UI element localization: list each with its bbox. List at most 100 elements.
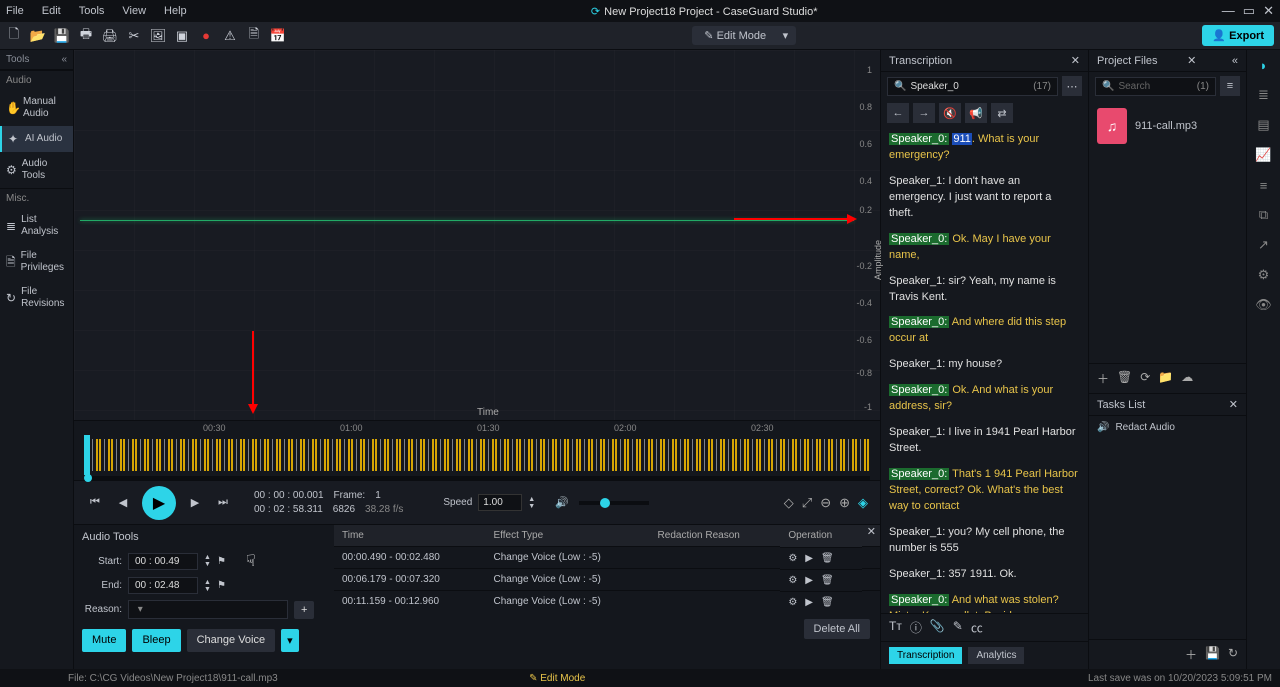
row-play-icon[interactable]: ▶ <box>805 597 813 608</box>
transcript-line[interactable]: Speaker_0: 911. What is your emergency? <box>889 132 1078 164</box>
open-icon[interactable]: 📂 <box>30 28 46 44</box>
play-button[interactable]: ▶ <box>142 486 176 520</box>
expand-icon[interactable]: ⤢ <box>802 495 812 511</box>
tab-analytics[interactable]: Analytics <box>968 647 1024 664</box>
timeline[interactable]: 00:3001:0001:3002:0002:30 <box>74 420 880 480</box>
add-reason-button[interactable]: + <box>294 601 314 619</box>
table-row[interactable]: 00:06.179 - 00:07.320Change Voice (Low :… <box>334 569 880 591</box>
minimize-button[interactable]: — <box>1222 3 1235 19</box>
close-tasks-icon[interactable]: ✕ <box>1229 398 1238 411</box>
tool-text-icon[interactable]: Tᴛ <box>889 619 902 636</box>
mute-match-icon[interactable]: 🔇 <box>939 103 961 123</box>
rail-copy-icon[interactable]: ⧉ <box>1255 206 1273 224</box>
warning-icon[interactable]: ⚠ <box>222 28 238 44</box>
row-delete-icon[interactable]: 🗑 <box>821 597 834 608</box>
transcript-line[interactable]: Speaker_0: And where did this step occur… <box>889 315 1078 347</box>
rail-view-icon[interactable]: 👁 <box>1255 296 1273 314</box>
search-more-icon[interactable]: ⋯ <box>1062 76 1082 96</box>
shuffle-icon[interactable]: ⇄ <box>991 103 1013 123</box>
start-flag-icon[interactable]: ⚑ <box>217 556 226 567</box>
save-icon[interactable]: 💾 <box>54 28 70 44</box>
transcript-line[interactable]: Speaker_1: sir? Yeah, my name is Travis … <box>889 274 1078 306</box>
loop-icon[interactable]: ◇ <box>784 495 794 511</box>
table-row[interactable]: 00:11.159 - 00:12.960Change Voice (Low :… <box>334 591 880 613</box>
zoom-in-icon[interactable]: ⊕ <box>839 495 850 511</box>
transcript-line[interactable]: Speaker_0: That's 1 941 Pearl Harbor Str… <box>889 467 1078 515</box>
prev-match-icon[interactable]: ← <box>887 103 909 123</box>
skip-start-icon[interactable]: ⏮ <box>86 494 104 512</box>
menu-tools[interactable]: Tools <box>79 5 105 17</box>
mute-button[interactable]: Mute <box>82 629 126 652</box>
rail-audio-icon[interactable]: ◗ <box>1255 56 1273 74</box>
row-settings-icon[interactable]: ⚙ <box>788 597 797 608</box>
collapse-files-icon[interactable]: « <box>1232 55 1238 67</box>
start-spinner[interactable]: ▲▼ <box>204 554 211 568</box>
document-icon[interactable]: 🗎 <box>246 28 262 44</box>
close-files-icon[interactable]: ✕ <box>1187 54 1196 67</box>
rail-item[interactable]: ⚙Audio Tools <box>0 152 73 188</box>
calendar-icon[interactable]: 📅 <box>270 28 286 44</box>
file-item[interactable]: ♫ 911-call.mp3 <box>1089 100 1246 152</box>
transcript-line[interactable]: Speaker_1: I don't have an emergency. I … <box>889 174 1078 222</box>
volume-icon[interactable]: 🔊 <box>555 496 569 509</box>
reason-select[interactable]: ▾ <box>128 600 288 619</box>
bleep-button[interactable]: Bleep <box>132 629 180 652</box>
files-filter-icon[interactable]: ≡ <box>1220 76 1240 96</box>
transcript-line[interactable]: Speaker_1: my house? <box>889 357 1078 373</box>
transcription-search[interactable]: 🔍 Speaker_0(17) <box>887 77 1058 96</box>
fit-icon[interactable]: ◈ <box>858 495 868 511</box>
playhead[interactable] <box>84 435 90 475</box>
rail-export-icon[interactable]: ↗ <box>1255 236 1273 254</box>
tool-edit-icon[interactable]: ✎ <box>953 619 963 636</box>
transcript-line[interactable]: Speaker_0: Ok. May I have your name, <box>889 232 1078 264</box>
scrubber[interactable] <box>84 476 870 480</box>
change-voice-dropdown[interactable]: ▾ <box>281 629 299 652</box>
prev-frame-icon[interactable]: ◀ <box>114 494 132 512</box>
cloud-icon[interactable]: ☁ <box>1181 370 1193 387</box>
rail-chart-icon[interactable]: 📈 <box>1255 146 1273 164</box>
rail-item[interactable]: ✦AI Audio <box>0 126 73 152</box>
task-run-icon[interactable]: ↻ <box>1228 646 1238 663</box>
row-play-icon[interactable]: ▶ <box>805 575 813 586</box>
menu-view[interactable]: View <box>122 5 146 17</box>
tool-cc-icon[interactable]: ㏄ <box>971 619 983 636</box>
transcript-line[interactable]: Speaker_0: Ok. And what is your address,… <box>889 383 1078 415</box>
end-flag-icon[interactable]: ⚑ <box>217 580 226 591</box>
row-settings-icon[interactable]: ⚙ <box>788 575 797 586</box>
tool-attach-icon[interactable]: 📎 <box>930 619 945 636</box>
folder-icon[interactable]: 📁 <box>1158 370 1173 387</box>
menu-edit[interactable]: Edit <box>42 5 61 17</box>
rail-item[interactable]: ✋Manual Audio <box>0 90 73 126</box>
row-settings-icon[interactable]: ⚙ <box>788 553 797 564</box>
add-file-icon[interactable]: ＋ <box>1097 370 1109 387</box>
transcript-line[interactable]: Speaker_1: you? My cell phone, the numbe… <box>889 525 1078 557</box>
task-add-icon[interactable]: ＋ <box>1185 646 1197 663</box>
transcript-line[interactable]: Speaker_1: I live in 1941 Pearl Harbor S… <box>889 425 1078 457</box>
task-save-icon[interactable]: 💾 <box>1205 646 1220 663</box>
row-delete-icon[interactable]: 🗑 <box>821 575 834 586</box>
volume-slider[interactable] <box>579 501 649 505</box>
transcript-body[interactable]: Speaker_0: 911. What is your emergency? S… <box>881 126 1088 613</box>
image-icon[interactable]: 🖼 <box>150 28 166 44</box>
speed-input[interactable] <box>478 494 522 511</box>
end-spinner[interactable]: ▲▼ <box>204 579 211 593</box>
tab-transcription[interactable]: Transcription <box>889 647 962 664</box>
collapse-icon[interactable]: « <box>61 54 67 65</box>
menu-file[interactable]: File <box>6 5 24 17</box>
rail-item[interactable]: ↻File Revisions <box>0 280 73 316</box>
export-button[interactable]: 👤 Export <box>1202 25 1274 46</box>
row-delete-icon[interactable]: 🗑 <box>821 553 834 564</box>
close-transcription-icon[interactable]: ✕ <box>1071 54 1080 67</box>
next-frame-icon[interactable]: ▶ <box>186 494 204 512</box>
transcript-line[interactable]: Speaker_1: 357 1911. Ok. <box>889 567 1078 583</box>
table-row[interactable]: 00:00.490 - 00:02.480Change Voice (Low :… <box>334 547 880 569</box>
video-icon[interactable]: ▣ <box>174 28 190 44</box>
task-item[interactable]: 🔊 Redact Audio <box>1089 416 1246 439</box>
rail-layers-icon[interactable]: ▤ <box>1255 116 1273 134</box>
zoom-out-icon[interactable]: ⊖ <box>820 495 831 511</box>
next-match-icon[interactable]: → <box>913 103 935 123</box>
delete-file-icon[interactable]: 🗑 <box>1117 370 1132 387</box>
tool-info-icon[interactable]: ⓘ <box>910 619 922 636</box>
refresh-files-icon[interactable]: ⟳ <box>1140 370 1150 387</box>
rail-list-icon[interactable]: ≣ <box>1255 86 1273 104</box>
